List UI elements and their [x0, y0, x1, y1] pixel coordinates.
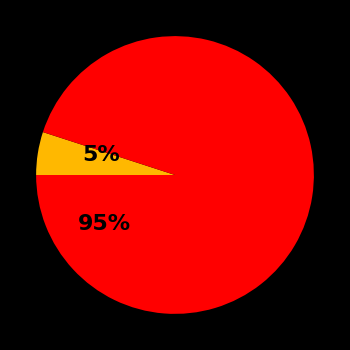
Text: 95%: 95% — [77, 214, 131, 234]
Wedge shape — [36, 36, 314, 314]
Wedge shape — [36, 132, 175, 175]
Text: 5%: 5% — [83, 145, 120, 164]
